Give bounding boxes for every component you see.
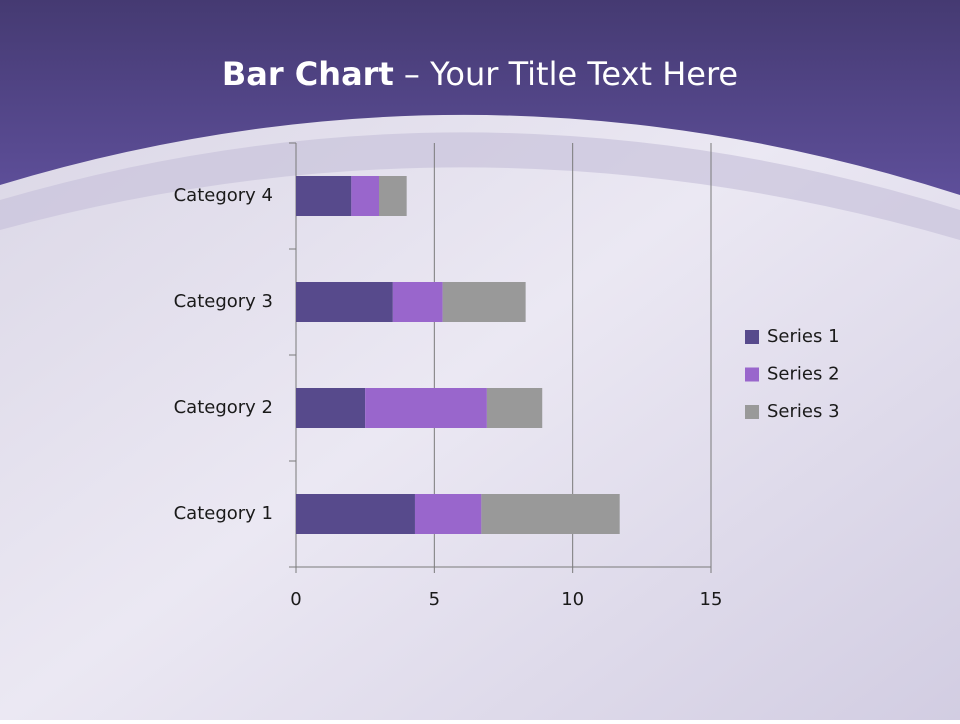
bar (365, 388, 487, 428)
y-tick-label: Category 1 (174, 503, 273, 524)
x-tick-label: 5 (429, 589, 440, 610)
slide-title: Bar Chart – Your Title Text Here (222, 55, 738, 93)
background-arc (0, 132, 960, 240)
title-bold: Bar Chart (222, 55, 394, 93)
bar (442, 282, 526, 322)
bar (351, 176, 379, 216)
bar (296, 388, 366, 428)
y-tick-label: Category 2 (174, 397, 273, 418)
bar (414, 494, 482, 534)
legend-label: Series 3 (767, 401, 840, 422)
bar (296, 176, 352, 216)
bar (379, 176, 407, 216)
title-band (0, 0, 960, 195)
bar (486, 388, 543, 428)
x-tick-label: 0 (290, 589, 301, 610)
legend-swatch (745, 367, 759, 382)
x-tick-label: 15 (700, 589, 723, 610)
y-tick-label: Category 3 (174, 291, 273, 312)
legend-label: Series 1 (767, 326, 840, 347)
bar (296, 494, 415, 534)
x-tick-label: 10 (561, 589, 584, 610)
legend-swatch (745, 330, 759, 344)
title-rest: – Your Title Text Here (394, 55, 738, 93)
y-tick-label: Category 4 (174, 185, 273, 206)
bar (296, 282, 393, 322)
bar (392, 282, 443, 322)
bar (481, 494, 620, 534)
legend-swatch (745, 405, 759, 419)
legend-label: Series 2 (767, 364, 840, 385)
